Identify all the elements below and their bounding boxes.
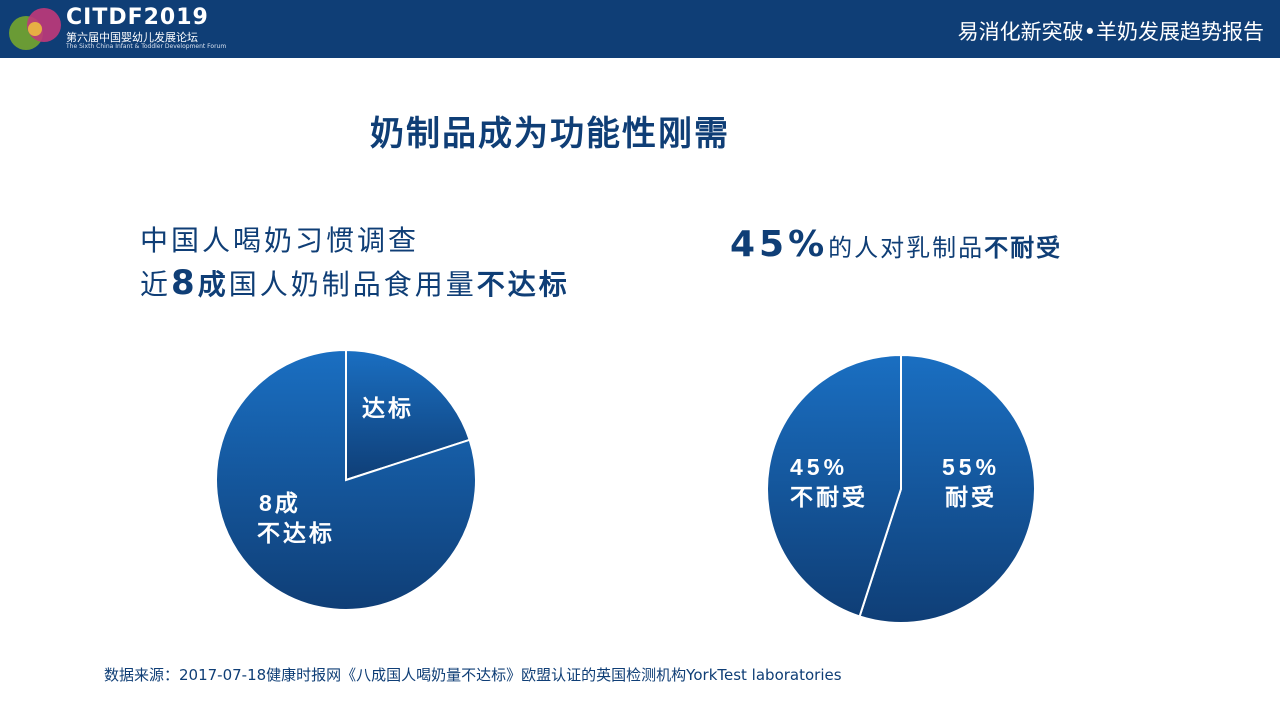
pie1-label-fail: 不达标 [257, 520, 335, 546]
survey-highlight: 不达标 [476, 268, 570, 301]
survey-middle: 国人奶制品食用量 [228, 268, 477, 301]
pie1-label-fail-pct: 8成 [259, 490, 301, 516]
header-bar: CITDF2019 第六届中国婴幼儿发展论坛 The Sixth China I… [0, 0, 1280, 58]
logo-wordmark: CITDF2019 [66, 5, 209, 30]
survey-line-2: 近8成国人奶制品食用量不达标 [140, 262, 570, 306]
intolerance-highlight: 不耐受 [984, 234, 1063, 262]
pie2-slice-1 [858, 353, 1036, 624]
pie1-label-pass: 达标 [362, 395, 414, 421]
survey-cheng: 成 [197, 268, 229, 301]
data-source-footnote: 数据来源：2017-07-18健康时报网《八成国人喝奶量不达标》欧盟认证的英国检… [104, 666, 842, 684]
survey-number: 8 [171, 263, 198, 303]
pie2-label-tolerant: 耐受 [945, 484, 997, 510]
logo-chinese-name: 第六届中国婴幼儿发展论坛 [66, 31, 198, 44]
survey-prefix: 近 [140, 268, 172, 301]
pie-chart-drinking-habit [215, 348, 477, 611]
right-intolerance-text: 45%的人对乳制品不耐受 [730, 224, 1062, 265]
intolerance-middle: 的人对乳制品 [828, 234, 985, 262]
pie2-slice-2 [766, 353, 902, 618]
citdf-logo [9, 8, 61, 50]
pie1-slice-1 [345, 348, 471, 482]
survey-line-1: 中国人喝奶习惯调查 [140, 224, 420, 257]
header-title: 易消化新突破•羊奶发展趋势报告 [957, 20, 1264, 44]
pie2-label-intolerant: 不耐受 [790, 484, 868, 510]
page-title: 奶制品成为功能性刚需 [370, 114, 730, 154]
intolerance-percent: 45% [730, 224, 829, 265]
pie1-slice-2 [215, 348, 477, 611]
pie2-label-intolerant-pct: 45% [790, 454, 848, 480]
logo-english-name: The Sixth China Infant & Toddler Develop… [66, 43, 227, 50]
left-survey-text: 中国人喝奶习惯调查 近8成国人奶制品食用量不达标 [140, 220, 570, 306]
pie2-label-tolerant-pct: 55% [942, 454, 1000, 480]
pie-chart-lactose-intolerance [766, 353, 1036, 624]
